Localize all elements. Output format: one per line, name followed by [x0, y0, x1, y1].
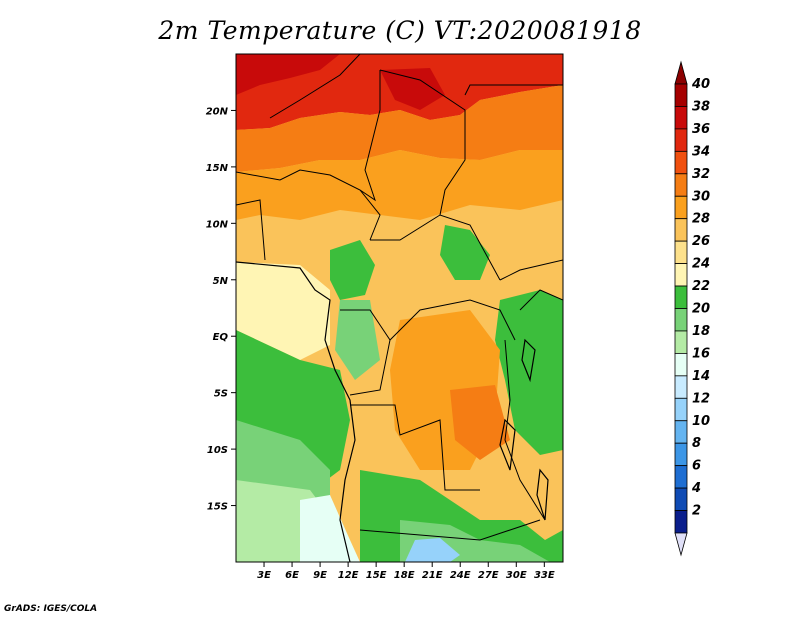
- lon-tick-label: 12E: [338, 570, 359, 581]
- lat-tick-label: 20N: [206, 106, 229, 117]
- colorbar-top-triangle: [674, 60, 688, 85]
- lat-tick-label: 10S: [207, 445, 228, 456]
- field-very-hot-center: [380, 68, 445, 110]
- lat-tick-label: 15S: [207, 502, 228, 513]
- colorbar-swatch: [674, 285, 688, 309]
- colorbar-swatch: [674, 465, 688, 489]
- field-congo-hot: [450, 385, 510, 460]
- lon-tick-label: 27E: [478, 570, 499, 581]
- field-cameroon-highlands: [330, 240, 375, 300]
- lon-tick-label: 30E: [506, 570, 527, 581]
- colorbar-label: 36: [692, 122, 710, 137]
- colorbar-swatch: [674, 510, 688, 534]
- lat-tick-label: 10N: [206, 219, 229, 230]
- colorbar: 40 38 36 34 32 30 28 26 24 22 20 18 16 14 12 10 8 6 4 2: [674, 60, 710, 557]
- lon-tick-label: 9E: [313, 570, 327, 581]
- credit-text: GrADS: IGES/COLA: [4, 604, 98, 614]
- colorbar-label: 28: [692, 212, 710, 227]
- colorbar-swatch: [674, 173, 688, 197]
- colorbar-label: 14: [692, 369, 710, 384]
- lake-malawi: [536, 468, 549, 521]
- colorbar-swatch: [674, 218, 688, 242]
- colorbar-label: 30: [692, 189, 710, 204]
- colorbar-label: 40: [691, 77, 710, 92]
- colorbar-label: 8: [692, 436, 701, 451]
- colorbar-swatch: [674, 150, 688, 175]
- colorbar-label: 16: [692, 346, 710, 361]
- colorbar-swatch: [674, 106, 688, 130]
- lat-tick-label: EQ: [213, 332, 229, 343]
- colorbar-swatch: [674, 263, 688, 287]
- colorbar-label: 26: [692, 234, 710, 249]
- colorbar-swatch: [674, 240, 688, 264]
- lon-tick-label: 6E: [285, 570, 299, 581]
- colorbar-swatch: [674, 397, 688, 422]
- colorbar-label: 2: [692, 504, 701, 519]
- chart-title: 2m Temperature (C) VT:2020081918: [158, 16, 642, 45]
- field-warm-savanna: [236, 150, 563, 220]
- colorbar-label: 32: [692, 167, 710, 182]
- colorbar-label: 12: [692, 391, 710, 406]
- colorbar-label: 22: [692, 279, 710, 294]
- lon-tick-label: 24E: [450, 570, 471, 581]
- field-east-highlands: [495, 290, 563, 455]
- field-very-hot-northwest: [236, 54, 340, 95]
- lat-tick-label: 15N: [206, 163, 229, 174]
- colorbar-swatch: [674, 442, 688, 467]
- lon-tick-label: 3E: [257, 570, 271, 581]
- field-south-cool: [405, 538, 460, 562]
- colorbar-label: 4: [691, 481, 701, 496]
- lake-tanganyika: [499, 418, 516, 471]
- colorbar-label: 24: [692, 257, 710, 272]
- colorbar-swatch: [674, 195, 688, 220]
- country-borders: [236, 54, 563, 541]
- colorbar-swatch: [674, 83, 688, 107]
- lat-tick-label: 5N: [213, 276, 229, 287]
- field-mild-coast: [236, 262, 330, 360]
- field-gabon-green: [335, 300, 380, 380]
- lat-tick-label: 5S: [214, 389, 228, 400]
- colorbar-swatch: [674, 330, 688, 354]
- lon-tick-label: 33E: [534, 570, 555, 581]
- colorbar-label: 38: [692, 99, 710, 114]
- colorbar-swatch: [674, 128, 688, 152]
- colorbar-label: 6: [692, 459, 701, 474]
- lon-tick-label: 15E: [366, 570, 387, 581]
- colorbar-label: 34: [692, 144, 710, 159]
- field-warm-sahel: [236, 85, 563, 172]
- colorbar-swatch: [674, 352, 688, 377]
- colorbar-swatch: [674, 420, 688, 444]
- colorbar-label: 18: [692, 324, 710, 339]
- temperature-field: [236, 54, 563, 562]
- colorbar-swatch: [674, 308, 688, 332]
- field-ocean-coolest: [300, 495, 360, 562]
- colorbar-swatch: [674, 375, 688, 399]
- coastline: [236, 261, 356, 562]
- lon-tick-group: 3E 6E 9E 12E 15E 18E 21E 24E 27E 30E 33E: [257, 562, 555, 581]
- lat-tick-group: 20N 15N 10N 5N EQ 5S 10S 15S: [206, 106, 236, 513]
- colorbar-swatch: [674, 487, 688, 511]
- colorbar-label: 20: [692, 302, 710, 317]
- lake-albert: [521, 338, 536, 383]
- lon-tick-label: 18E: [394, 570, 415, 581]
- colorbar-bottom-triangle: [674, 532, 688, 557]
- map-frame: [235, 53, 564, 563]
- lon-tick-label: 21E: [422, 570, 443, 581]
- colorbar-label: 10: [692, 414, 710, 429]
- field-central-highlands: [440, 225, 490, 280]
